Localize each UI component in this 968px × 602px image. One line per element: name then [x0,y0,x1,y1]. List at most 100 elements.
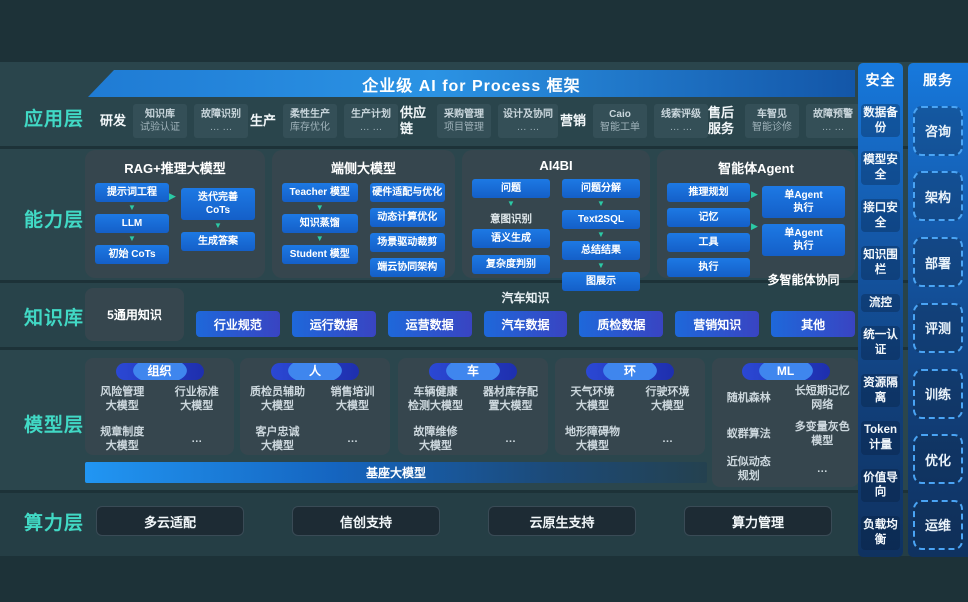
service-item-consulting: 咨询 [913,105,963,156]
arrow-down-icon: ▼ [597,261,605,270]
model-group-environment: 环 天气环境 大模型 行驶环境 大模型 地形障碍物 大模型 … [555,358,705,455]
security-column-title: 安全 [865,72,896,88]
security-item-resource-isolation: 资源隔离 [861,373,900,408]
app-chip-bottom: 试验认证 [140,122,181,133]
app-chip-top: 生产计划 [351,108,392,120]
app-chip-bottom: 项目管理 [444,122,484,133]
app-chip-bottom: … … [821,122,845,133]
model-name: … [347,432,358,445]
compute-chip-multicloud: 多云适配 [96,506,244,536]
item-scenario-pruning: 场景驱动裁剪 [369,233,445,252]
step-question-decompose: 问题分解 [562,179,640,198]
label-knowledge-layer: 知识库 [24,308,85,329]
app-chip: 柔性生产 库存优化 [283,104,338,138]
security-item-data-backup: 数据备份 [861,103,900,138]
service-item-training: 训练 [913,368,963,419]
model-name: 近似动态 规划 [726,456,771,483]
single-agent-execution: 单Agent 执行 [762,224,845,256]
model-group-pill: ML [741,363,830,380]
app-chip-top: 采购管理 [444,108,484,120]
model-group-pill: 环 [586,363,674,380]
app-chip-bottom: 智能诊修 [752,122,792,133]
step-student-model: Student 模型 [282,245,358,264]
arrow-down-icon: ▼ [597,199,605,208]
arrow-right-icon: ▶ [169,191,176,201]
app-chip-top: 柔性生产 [290,108,331,120]
agent-reasoning-planning: 推理规划 [667,183,750,202]
arrow-down-icon: ▼ [597,230,605,239]
arrow-down-icon: ▼ [315,234,324,243]
app-group-rd: 研发 知识库 试验认证 故障识别 … … [100,97,249,145]
app-group-supply-chain: 供应链 采购管理 项目管理 设计及协同 … … [400,97,558,145]
model-group-organization: 组织 风险管理 大模型 行业标准 大模型 规章制度 大模型 … [85,358,234,455]
model-name: 质检员辅助 大模型 [250,386,305,413]
edge-model-box: 端侧大模型 Teacher 模型 ▼ 知识蒸馏 ▼ Student 模型 硬件适… [272,150,455,278]
model-group-person: 人 质检员辅助 大模型 销售培训 大模型 客户忠诚 大模型 … [240,358,390,455]
model-group-pill: 组织 [115,363,204,380]
app-chip-top: 故障预警 [813,108,853,120]
arrow-down-icon: ▼ [128,203,136,212]
app-chip-top: 设计及协同 [503,108,553,120]
app-chip-bottom: … … [359,122,383,133]
rag-reasoning-box: RAG+推理大模型 提示词工程 ▼ LLM ▼ 初始 CoTs 迭代完善 CoT… [85,150,265,278]
app-group-name: 营销 [560,112,587,128]
app-chip: 线索评级 … … [654,104,709,138]
service-item-architecture: 架构 [913,171,963,222]
model-name: … [191,432,203,445]
security-item-unified-auth: 统一认证 [861,326,900,360]
knowledge-chip-row: 行业规范 运行数据 运营数据 汽车数据 质检数据 营销知识 其他 [196,311,856,337]
agent-tools: 工具 [667,233,750,252]
step-semantic-generation: 语义生成 [472,229,550,248]
compute-chip-cloud-native: 云原生支持 [488,506,636,536]
knowledge-chip-industry-norms: 行业规范 [196,311,280,337]
step-complexity-judge: 复杂度判别 [472,255,550,274]
model-name: 长短期记忆 网络 [794,385,850,412]
service-item-operations: 运维 [913,499,963,550]
arrow-down-icon: ▼ [315,203,324,212]
arrow-right-icon: ▶ [751,189,758,199]
knowledge-chip-quality-data: 质检数据 [579,311,664,337]
model-name: 风险管理 大模型 [100,386,145,413]
knowledge-chip-operating-data: 运行数据 [291,311,376,337]
app-group-name: 供应链 [400,104,427,136]
agent-box: 智能体Agent 推理规划 记忆 工具 执行 单Agent 执行 单Agent … [657,150,855,287]
service-item-deployment: 部署 [913,237,963,288]
model-name: … [505,432,516,445]
model-name: 行驶环境 大模型 [645,386,690,413]
model-name: 客户忠诚 大模型 [255,425,300,452]
model-name: 蚁群算法 [726,427,771,440]
single-agent-execution: 单Agent 执行 [762,186,845,218]
app-chip: 设计及协同 … … [498,104,558,138]
security-item-token-metering: Token计量 [861,421,900,455]
app-chip-bottom: … … [669,122,693,133]
step-prompt-engineering: 提示词工程 [95,183,169,202]
model-name: 销售培训 大模型 [330,386,375,413]
framework-title: 企业级 AI for Process 框架 [362,77,581,95]
step-knowledge-distillation: 知识蒸馏 [282,214,358,233]
label-capability-layer: 能力层 [24,210,85,231]
model-name: … [816,463,828,476]
app-chip-bottom: … … [516,122,540,133]
security-item-load-balancing: 负载均衡 [861,516,900,550]
step-teacher-model: Teacher 模型 [282,183,358,202]
service-column: 服务 咨询 架构 部署 评测 训练 优化 运维 [908,63,968,557]
app-chip-bottom: 库存优化 [290,122,331,133]
app-chip: 采购管理 项目管理 [437,104,491,138]
model-name: 多变量灰色 模型 [794,420,850,447]
app-chip: 故障识别 … … [194,104,249,138]
model-name: 规章制度 大模型 [100,425,145,452]
auto-knowledge-title: 汽车知识 [501,291,550,305]
app-group-marketing: 营销 Caio 智能工单 线索评级 … … [560,97,709,145]
app-chip: 生产计划 … … [344,104,399,138]
ai4bi-box: AI4BI 问题 ▼ 意图识别 语义生成 复杂度判别 问题分解 ▼ Text2S… [462,150,650,291]
app-group-name: 研发 [100,112,127,128]
item-dynamic-compute: 动态计算优化 [369,208,445,227]
item-edge-cloud-arch: 端云协同架构 [369,258,445,277]
app-chip-bottom: … … [209,122,233,133]
model-group-pill: 人 [271,363,359,380]
step-summarize-results: 总结结果 [562,241,640,260]
app-chip: 故障预警 … … [806,104,860,138]
app-chip-top: 故障识别 [201,108,242,120]
edge-box-title: 端侧大模型 [330,161,396,176]
multi-agent-caption: 多智能体协同 [767,273,840,287]
